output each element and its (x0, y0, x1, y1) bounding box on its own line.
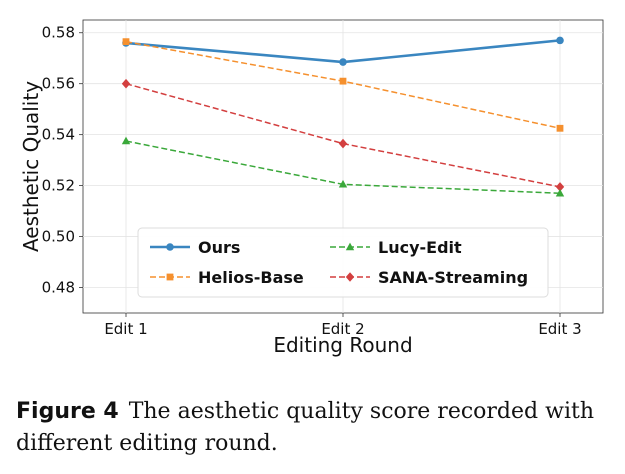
series-group (121, 36, 565, 197)
legend-label: Lucy-Edit (378, 238, 462, 257)
legend-marker (345, 242, 355, 251)
series-sana-streaming (121, 78, 565, 192)
data-point (339, 58, 347, 66)
data-point (339, 77, 347, 85)
x-axis: Edit 1 Edit 2 Edit 3 (104, 313, 582, 338)
y-tick-label: 0.54 (42, 126, 75, 144)
y-tick-label: 0.50 (42, 228, 75, 246)
x-tick-label: Edit 1 (104, 320, 147, 338)
legend-item-sana-streaming: SANA-Streaming (330, 268, 528, 287)
y-tick-label: 0.52 (42, 177, 75, 195)
legend-item-helios-base: Helios-Base (150, 268, 304, 287)
data-point (122, 38, 130, 46)
y-tick-label: 0.48 (42, 279, 75, 297)
legend-label: Ours (198, 238, 240, 257)
x-tick-label: Edit 2 (321, 320, 364, 338)
data-point (555, 188, 565, 197)
y-axis-label: Aesthetic Quality (19, 81, 43, 252)
legend-marker (166, 243, 174, 251)
x-tick-label: Edit 3 (538, 320, 581, 338)
line-chart: 0.480.500.520.540.560.58 Edit 1 Edit 2 Edi… (19, 19, 604, 357)
y-tick-label: 0.58 (42, 24, 75, 42)
legend-marker (345, 272, 355, 282)
legend-marker (166, 273, 174, 281)
caption-label: Figure 4 (16, 399, 119, 424)
legend-label: SANA-Streaming (378, 268, 528, 287)
series-helios-base (122, 38, 564, 132)
caption-text: The aesthetic quality score recorded wit… (16, 399, 594, 456)
y-axis: 0.48 0.50 0.52 0.54 0.56 0.58 (42, 24, 83, 297)
data-point (555, 182, 565, 192)
series-lucy-edit (121, 136, 565, 197)
legend-item-ours: Ours (150, 238, 240, 257)
y-tick-label: 0.56 (42, 75, 75, 93)
data-point (556, 124, 564, 132)
data-point (121, 136, 131, 145)
data-point (338, 138, 348, 149)
x-axis-label: Editing Round (273, 333, 412, 357)
legend-box (137, 227, 549, 298)
legend-label: Helios-Base (198, 268, 304, 287)
legend-item-lucy-edit: Lucy-Edit (330, 238, 462, 257)
data-point (338, 179, 348, 188)
data-point (121, 78, 131, 89)
legend: Ours Lucy-Edit Helios-Base SANA-Streaming (137, 227, 549, 298)
figure-caption: Figure 4 The aesthetic quality score reco… (16, 396, 616, 460)
data-point (556, 36, 564, 45)
